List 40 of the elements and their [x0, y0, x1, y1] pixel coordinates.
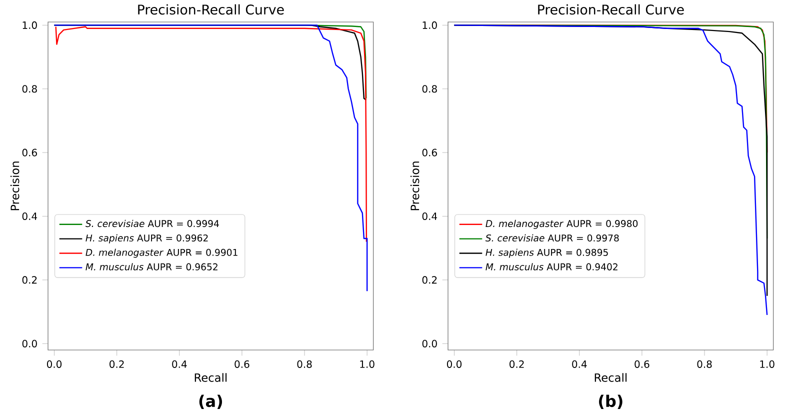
x-tick-label: 1.0 [760, 360, 774, 368]
y-tick-label: 0.8 [422, 85, 437, 93]
y-tick-label: 1.0 [22, 21, 37, 29]
legend-label: H. sapiens AUPR = 0.9895 [486, 248, 608, 258]
y-axis-title: Precision [410, 162, 420, 210]
y-tick-label: 0.4 [422, 212, 438, 220]
x-tick-label: 0.0 [446, 360, 462, 368]
x-axis-title: Recall [194, 373, 227, 382]
x-tick-label: 0.2 [510, 360, 524, 368]
x-tick-label: 0.4 [572, 360, 587, 368]
x-tick-label: 0.6 [234, 360, 250, 368]
text: (a) [199, 394, 222, 409]
x-tick-label: 1.0 [360, 360, 374, 368]
y-tick-label: 0.8 [22, 85, 37, 93]
y-tick-label: 0.0 [422, 340, 437, 348]
y-tick-label: 1.0 [422, 21, 437, 29]
y-axis-title: Precision [10, 162, 20, 210]
legend-label: S. cerevisiae AUPR = 0.9978 [485, 234, 619, 242]
legend-label: D. melanogaster AUPR = 0.9980 [486, 220, 638, 229]
x-axis-title: Recall [594, 373, 627, 382]
x-tick-label: 0.4 [172, 360, 187, 368]
legend-label: H. sapiens AUPR = 0.9962 [86, 234, 208, 244]
y-tick-label: 0.4 [22, 212, 38, 220]
legend-label: D. melanogaster AUPR = 0.9901 [86, 248, 238, 258]
y-tick-label: 0.0 [22, 340, 37, 348]
x-tick-label: 0.8 [297, 360, 312, 368]
text: (b) [599, 394, 622, 409]
x-tick-label: 0.8 [697, 360, 712, 368]
y-tick-label: 0.6 [22, 148, 37, 156]
x-tick-label: 0.2 [110, 360, 124, 368]
x-tick-label: 0.6 [634, 360, 650, 368]
y-tick-label: 0.2 [22, 276, 37, 284]
x-tick-label: 0.0 [46, 360, 62, 368]
legend-label: M. musculus AUPR = 0.9652 [86, 263, 218, 270]
y-tick-label: 0.6 [422, 148, 437, 156]
chart-title: Precision-Recall Curve [138, 4, 284, 15]
legend-label: S. cerevisiae AUPR = 0.9994 [85, 220, 219, 228]
y-tick-label: 0.2 [422, 276, 437, 284]
chart-title: Precision-Recall Curve [538, 4, 684, 15]
legend-label: M. musculus AUPR = 0.9402 [486, 263, 618, 270]
